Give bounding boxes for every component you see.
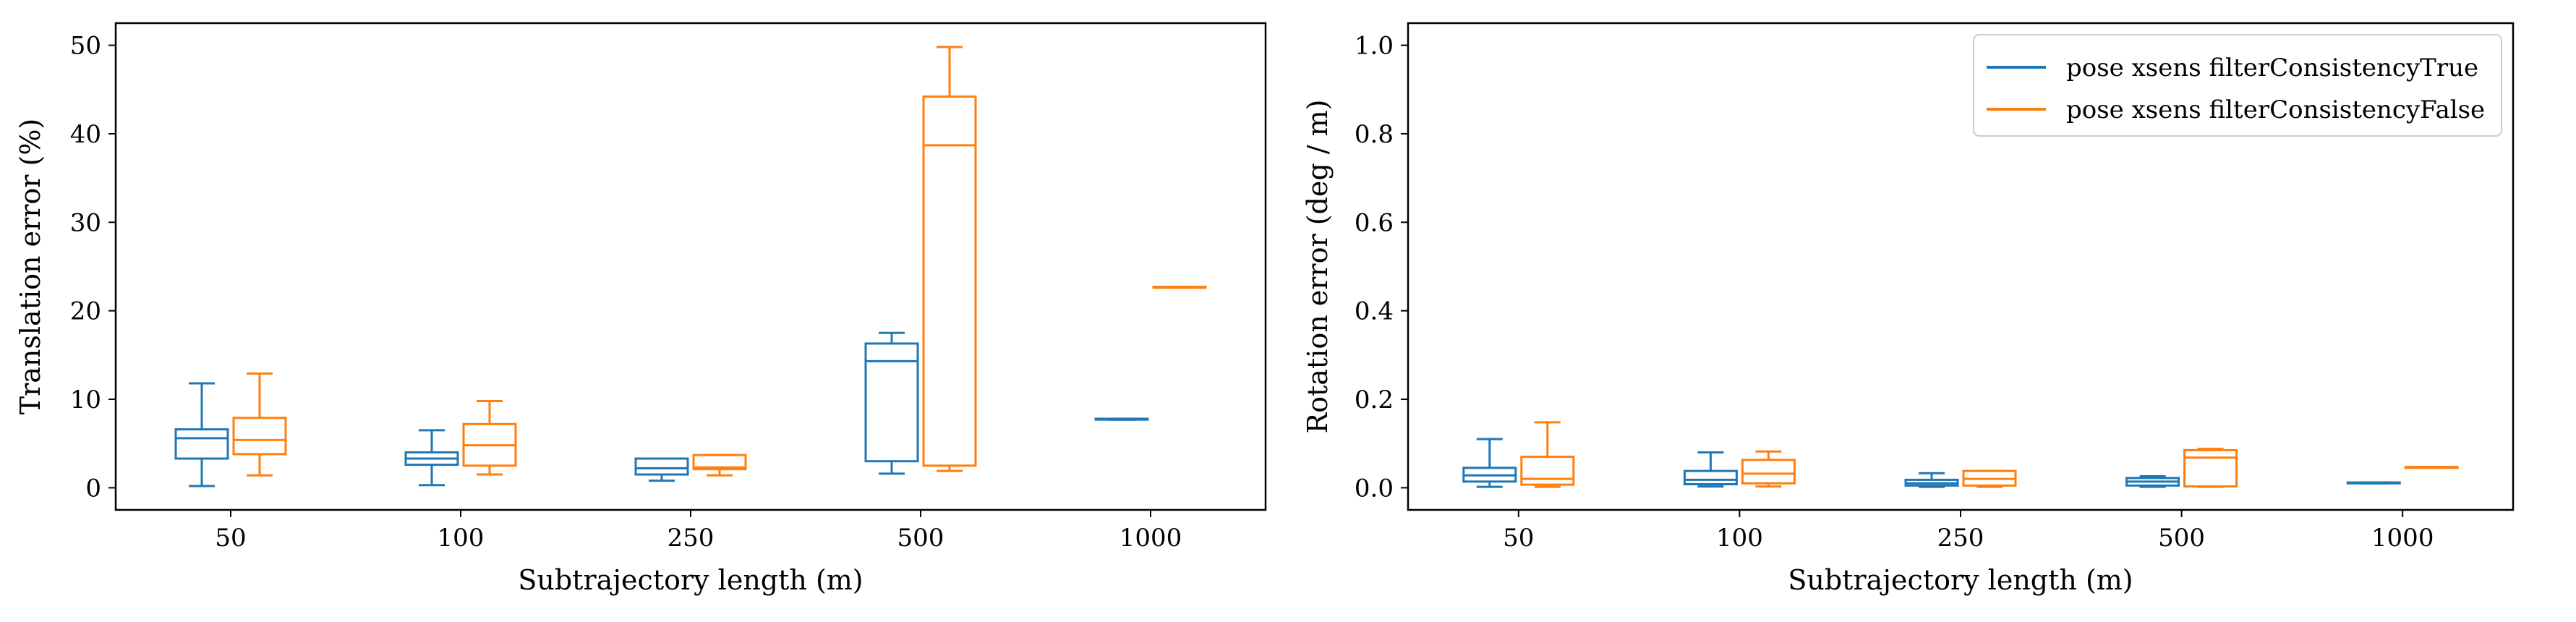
translation-error-panel: 50 100 250 500 1000 0 10 20 30 40 50 Subtrajectory …: [14, 22, 1267, 596]
y-axis-label: Translation error (%): [14, 119, 46, 415]
y-tick-label: 50: [70, 32, 101, 61]
series-0: [1462, 438, 2401, 488]
box-250-series-0: [634, 457, 689, 482]
x-tick-label: 500: [2158, 524, 2205, 553]
box-100-series-0: [404, 429, 459, 487]
x-tick-label: 1000: [2371, 524, 2434, 553]
box-250-series-1: [1962, 469, 2017, 488]
y-tick-label: 0.2: [1355, 385, 1394, 414]
legend-entry: pose xsens filterConsistencyTrue: [2066, 54, 2478, 82]
y-tick-label: 30: [70, 208, 101, 237]
series-1: [1520, 421, 2459, 488]
box-1000-series-1: [2404, 466, 2459, 469]
y-tick-label: 1.0: [1355, 32, 1394, 61]
y-tick-label: 0.4: [1355, 297, 1394, 326]
series-1: [232, 46, 1207, 477]
x-tick-label: 50: [215, 524, 246, 553]
y-tick-label: 0.8: [1355, 120, 1394, 149]
box-50-series-1: [1520, 421, 1575, 488]
box-50-series-1: [232, 372, 287, 477]
y-axis-label: Rotation error (deg / m): [1302, 100, 1334, 434]
box-iqr: [864, 342, 919, 463]
box-500-series-0: [864, 331, 919, 475]
box-iqr: [2183, 448, 2238, 488]
x-tick-label: 100: [1716, 524, 1763, 553]
y-tick-label: 0: [85, 474, 101, 503]
box-iqr: [1520, 456, 1575, 486]
box-250-series-1: [692, 453, 747, 477]
x-tick-label: 100: [438, 524, 485, 553]
box-250-series-0: [1904, 472, 1959, 488]
box-500-series-1: [2183, 448, 2238, 488]
box-iqr: [922, 95, 977, 467]
box-100-series-0: [1683, 451, 1738, 488]
box-500-series-1: [922, 46, 977, 472]
box-iqr: [634, 457, 689, 476]
box-iqr: [692, 453, 747, 471]
y-tick-label: 0.0: [1355, 474, 1394, 503]
x-axis-label: Subtrajectory length (m): [1788, 564, 2133, 596]
x-tick-label: 250: [668, 524, 715, 553]
x-tick-label: 500: [897, 524, 944, 553]
legend-entry: pose xsens filterConsistencyFalse: [2066, 95, 2485, 124]
box-50-series-0: [174, 382, 229, 487]
legend: pose xsens filterConsistencyTrue pose xse…: [1973, 34, 2502, 137]
x-tick-label: 1000: [1119, 524, 1182, 553]
x-axis-label: Subtrajectory length (m): [518, 564, 863, 596]
box-100-series-1: [1741, 450, 1796, 488]
x-tick-label: 50: [1503, 524, 1534, 553]
y-tick-label: 40: [70, 120, 101, 149]
box-iqr: [232, 417, 287, 456]
box-500-series-0: [2125, 475, 2180, 488]
y-tick-label: 10: [70, 385, 101, 414]
y-tick-label: 0.6: [1355, 208, 1394, 237]
rotation-error-panel: 50 100 250 500 1000 0.0 0.2 0.4 0.6 0.8 1.0 Subtraj…: [1302, 22, 2515, 596]
box-100-series-1: [462, 399, 517, 476]
box-iqr: [174, 428, 229, 460]
box-iqr: [1741, 459, 1796, 485]
box-50-series-0: [1462, 438, 1517, 488]
box-1000-series-1: [1152, 286, 1207, 289]
box-1000-series-0: [2346, 481, 2401, 485]
legend-frame: [1973, 34, 2502, 137]
series-0: [174, 331, 1149, 487]
box-iqr: [1683, 469, 1738, 486]
y-tick-label: 20: [70, 297, 101, 326]
axes-frame: [114, 22, 1267, 511]
x-tick-label: 250: [1937, 524, 1984, 553]
